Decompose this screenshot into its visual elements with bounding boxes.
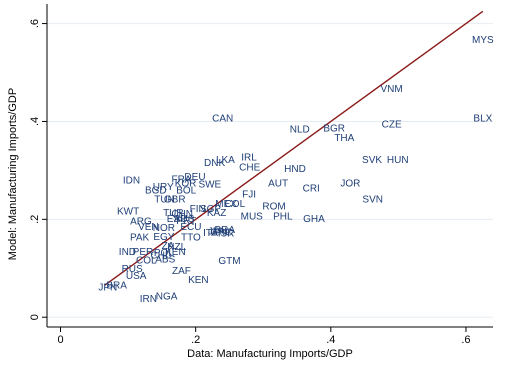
point-label-swe-19: SWE — [198, 180, 221, 191]
point-label-fin-33: FIN — [190, 204, 206, 215]
point-label-ita-52: ITA — [203, 228, 218, 239]
point-label-chn-37: CHN — [171, 209, 193, 220]
point-label-ind-59: IND — [119, 247, 136, 258]
point-label-bra-56: BRA — [214, 225, 235, 236]
point-label-fra-16: FRA — [171, 175, 191, 186]
point-label-aus-44: AUS — [174, 214, 195, 225]
point-label-col-31: COL — [225, 199, 246, 210]
point-label-mys-0: MYS — [472, 35, 494, 46]
point-label-rus-67: RUS — [122, 264, 143, 275]
point-label-tto-51: TTO — [181, 232, 201, 243]
point-label-can-4: CAN — [212, 114, 233, 125]
point-label-rom-32: ROM — [262, 202, 285, 213]
point-label-phl-40: PHL — [273, 211, 293, 222]
point-label-arg-42: ARG — [130, 216, 152, 227]
point-label-irl-10: IRL — [241, 153, 257, 164]
point-label-esp-43: ESP — [167, 214, 187, 225]
y-tick-label-1: .2 — [29, 215, 41, 224]
point-label-blx-1: BLX — [473, 114, 492, 125]
point-label-jpn-71: JPN — [98, 282, 117, 293]
point-label-fji-26: FJI — [242, 189, 256, 200]
point-label-gha-41: GHA — [303, 214, 325, 225]
x-tick-label-3: .6 — [461, 334, 470, 346]
point-label-idn-15: IDN — [123, 176, 140, 187]
point-label-lka-11: LKA — [216, 155, 235, 166]
point-label-pol-62: POL — [154, 248, 174, 259]
point-label-kaz-38: KAZ — [207, 208, 226, 219]
point-label-gbr-28: GBR — [164, 194, 186, 205]
point-label-gtm-61: GTM — [218, 256, 240, 267]
point-label-kwt-35: KWT — [117, 206, 139, 217]
point-label-cri-25: CRI — [303, 183, 320, 194]
point-label-nld-5: NLD — [290, 124, 310, 135]
point-label-sgp-34: SGP — [200, 204, 221, 215]
point-label-usa-69: USA — [126, 271, 147, 282]
point-label-nga-73: NGA — [156, 292, 178, 303]
point-label-bgd-23: BGD — [145, 185, 167, 196]
point-label-bgr-6: BGR — [323, 123, 345, 134]
point-label-jor-21: JOR — [340, 179, 360, 190]
point-label-dnk-12: DNK — [204, 158, 225, 169]
point-label-hun-9: HUN — [387, 155, 409, 166]
point-label-isr-55: ISR — [218, 229, 235, 240]
point-label-tun-27: TUN — [154, 194, 175, 205]
gridlines — [47, 23, 493, 318]
point-label-svn-29: SVN — [362, 194, 383, 205]
point-label-ken-70: KEN — [188, 275, 209, 286]
point-label-tha-7: THA — [334, 133, 354, 144]
point-label-mus-39: MUS — [241, 211, 264, 222]
point-label-aut-20: AUT — [268, 179, 288, 190]
y-tick-label-2: .4 — [29, 117, 41, 126]
point-label-col-65: COL — [136, 255, 157, 266]
point-label-abs-66: ABS — [155, 254, 175, 265]
point-label-ven-46: VEN — [138, 222, 159, 233]
point-label-deu-17: DEU — [184, 172, 205, 183]
axes: 0 .2 .4 .6 0 .2 .4 .6 — [29, 4, 493, 346]
x-tick-label-2: .4 — [326, 334, 335, 346]
x-tick-label-1: .2 — [191, 334, 200, 346]
point-label-pak-49: PAK — [130, 232, 150, 243]
point-label-zaf-68: ZAF — [172, 266, 191, 277]
point-label-ecu-48: ECU — [180, 222, 201, 233]
point-label-chl-63: CHL — [151, 251, 171, 262]
point-label-bol-24: BOL — [176, 185, 196, 196]
point-label-irn-74: IRN — [140, 294, 157, 305]
y-tick-label-3: .6 — [29, 19, 41, 28]
point-label-per-60: PER — [133, 247, 154, 258]
point-label-prt-45: PRT — [176, 216, 196, 227]
point-label-kor-18: KOR — [175, 179, 197, 190]
x-tick-label-0: 0 — [57, 334, 63, 346]
point-label-nzl-58: NZL — [167, 242, 186, 253]
point-label-tur-36: TUR — [163, 208, 184, 219]
point-label-jpn-53: JPN — [208, 227, 227, 238]
x-axis-title: Data: Manufacturing Imports/GDP — [187, 348, 353, 360]
point-label-ury-22: URY — [153, 182, 174, 193]
point-label-vnm-2: VNM — [381, 84, 403, 95]
point-label-ken-64: KEN — [165, 247, 186, 258]
fit-line-layer — [104, 10, 484, 286]
point-label-za-57: ZA — [162, 241, 175, 252]
point-label-egy-50: EGY — [153, 232, 174, 243]
point-label-svk-8: SVK — [362, 155, 382, 166]
fit-line — [104, 10, 484, 286]
point-label-mex-30: MEX — [215, 199, 237, 210]
point-label-bra-72: BRA — [106, 280, 127, 291]
point-label-che-13: CHE — [239, 162, 260, 173]
point-label-nor-47: NOR — [153, 223, 175, 234]
y-axis-title: Model: Manufacturing Imports/GDP — [7, 88, 19, 260]
y-tick-label-0: 0 — [29, 314, 41, 320]
point-label-hnd-14: HND — [284, 164, 306, 175]
point-label-grc-54: GRC — [210, 228, 232, 239]
point-label-cze-3: CZE — [382, 119, 402, 130]
